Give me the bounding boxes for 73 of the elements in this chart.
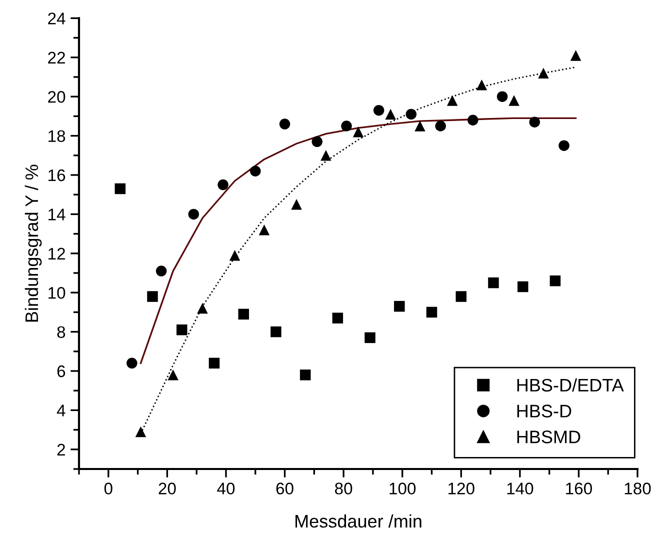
- point: [538, 68, 549, 78]
- x-tick-label: 60: [276, 482, 294, 494]
- point: [517, 281, 528, 292]
- y-tick-label: 24: [48, 12, 66, 24]
- y-tick-label: 14: [48, 208, 66, 220]
- point: [197, 302, 208, 314]
- point: [291, 199, 302, 210]
- point: [126, 358, 138, 369]
- point: [188, 208, 200, 220]
- x-tick-label: 160: [566, 482, 592, 494]
- point: [352, 126, 364, 138]
- y-tick-label: 16: [48, 169, 66, 182]
- point: [135, 426, 146, 438]
- point: [312, 136, 322, 148]
- point: [414, 120, 426, 132]
- point: [394, 300, 405, 312]
- point: [114, 183, 126, 194]
- point: [476, 79, 488, 90]
- point: [270, 326, 282, 338]
- x-tick-label: 80: [335, 482, 352, 494]
- point: [508, 95, 520, 106]
- point: [208, 358, 220, 369]
- y-tick-label: 4: [56, 404, 66, 416]
- point: [456, 291, 467, 302]
- point: [558, 140, 570, 151]
- point: [373, 104, 384, 116]
- point: [385, 108, 396, 120]
- point: [176, 324, 188, 336]
- point: [435, 120, 446, 132]
- point: [238, 308, 249, 320]
- point: [468, 114, 478, 126]
- y-axis-title: Bindungsgrad Y / %: [24, 164, 42, 322]
- y-tick-label: 20: [48, 91, 66, 103]
- x-tick-label: 120: [448, 482, 474, 494]
- y-tick-label: 2: [57, 444, 65, 456]
- y-tick-label: 18: [48, 130, 66, 142]
- y-tick-label: 12: [48, 248, 65, 260]
- point: [364, 332, 376, 344]
- point: [229, 250, 240, 261]
- point: [332, 312, 344, 324]
- point: [496, 91, 508, 102]
- point: [446, 95, 458, 106]
- point: [168, 370, 178, 380]
- legend-label: HBSMD: [517, 430, 580, 444]
- x-axis-title: Messdauer /min: [296, 514, 422, 528]
- x-tick-label: 100: [390, 482, 416, 494]
- point: [570, 50, 582, 61]
- point: [550, 275, 561, 286]
- y-tick-label: 10: [48, 287, 66, 299]
- x-tick-label: 0: [104, 482, 112, 494]
- y-tick-label: 8: [57, 326, 66, 338]
- point: [320, 150, 332, 161]
- point: [258, 224, 270, 236]
- x-tick-label: 40: [217, 482, 235, 494]
- point: [406, 108, 417, 120]
- x-tick-label: 140: [507, 482, 534, 494]
- point: [300, 370, 311, 380]
- point: [250, 166, 261, 176]
- point: [218, 179, 228, 190]
- legend-label: HBS-D/EDTA: [517, 378, 624, 392]
- point: [341, 120, 352, 132]
- point: [279, 118, 290, 130]
- point: [147, 291, 158, 302]
- point: [529, 116, 540, 128]
- y-tick-label: 22: [48, 52, 65, 64]
- legend-label: HBS-D: [517, 404, 572, 418]
- x-tick-label: 20: [158, 482, 176, 494]
- point: [156, 266, 167, 276]
- y-tick-label: 6: [57, 365, 66, 378]
- point: [488, 277, 499, 288]
- point: [426, 306, 438, 318]
- line-series: [140, 117, 577, 364]
- x-tick-label: 180: [624, 482, 651, 494]
